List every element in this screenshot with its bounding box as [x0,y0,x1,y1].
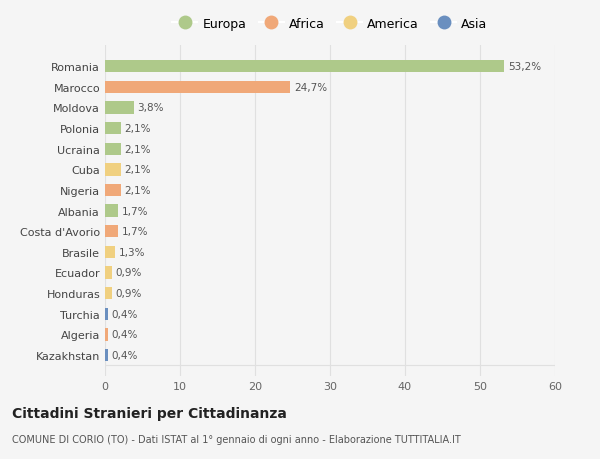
Bar [105,143,121,156]
Text: 0,4%: 0,4% [112,309,138,319]
Text: 1,7%: 1,7% [121,227,148,237]
Legend: Europa, Africa, America, Asia: Europa, Africa, America, Asia [167,12,493,35]
Text: 2,1%: 2,1% [125,145,151,154]
Bar [105,267,112,279]
Bar [105,102,133,114]
Text: 0,4%: 0,4% [112,330,138,340]
Text: 2,1%: 2,1% [125,185,151,196]
Bar [105,123,121,135]
Bar [105,164,121,176]
Text: 2,1%: 2,1% [125,124,151,134]
Bar [105,205,118,217]
Text: 0,4%: 0,4% [112,350,138,360]
Text: Cittadini Stranieri per Cittadinanza: Cittadini Stranieri per Cittadinanza [12,406,287,420]
Bar [105,349,108,361]
Bar [105,61,504,73]
Text: 1,3%: 1,3% [119,247,145,257]
Text: 0,9%: 0,9% [115,288,142,298]
Bar [105,225,118,238]
Bar [105,246,115,258]
Bar [105,308,108,320]
Text: 3,8%: 3,8% [137,103,164,113]
Bar [105,329,108,341]
Bar [105,82,290,94]
Text: 53,2%: 53,2% [508,62,541,72]
Text: 24,7%: 24,7% [294,83,327,93]
Text: 2,1%: 2,1% [125,165,151,175]
Bar [105,185,121,197]
Text: 1,7%: 1,7% [121,206,148,216]
Text: COMUNE DI CORIO (TO) - Dati ISTAT al 1° gennaio di ogni anno - Elaborazione TUTT: COMUNE DI CORIO (TO) - Dati ISTAT al 1° … [12,434,461,444]
Text: 0,9%: 0,9% [115,268,142,278]
Bar [105,287,112,300]
